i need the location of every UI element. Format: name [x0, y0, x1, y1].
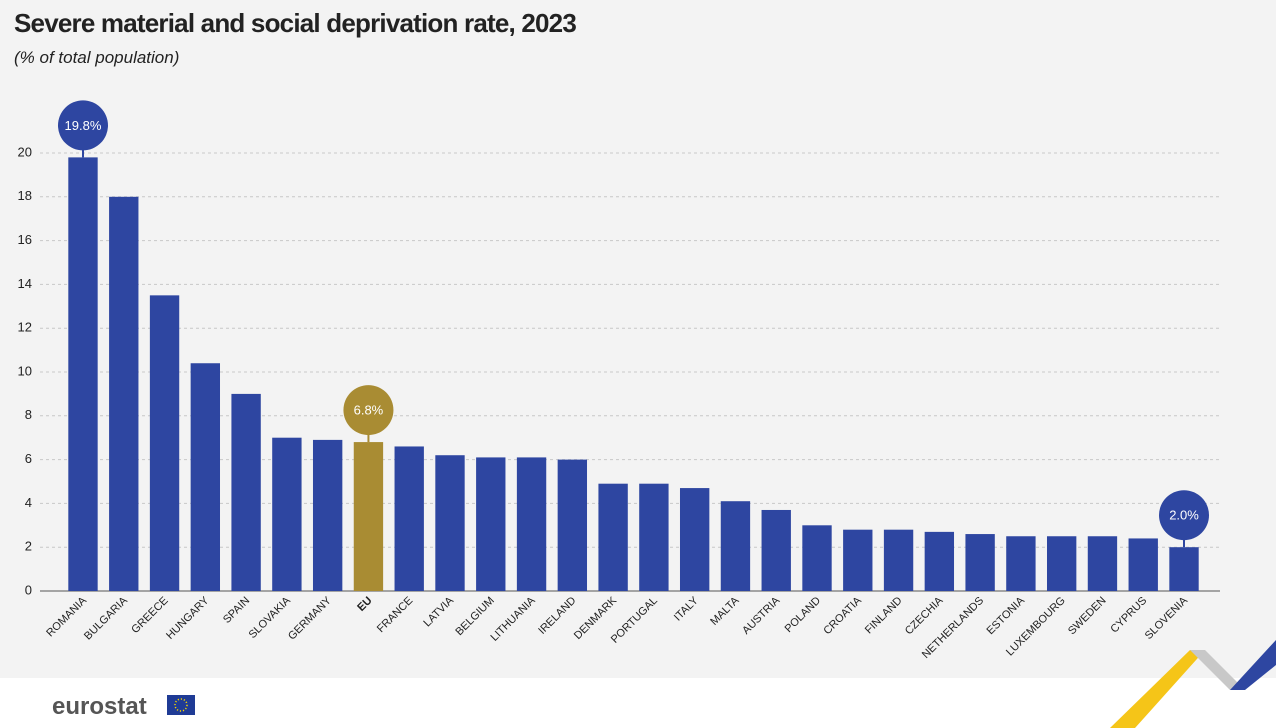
bar	[843, 529, 873, 591]
data-label: 19.8%	[65, 118, 102, 133]
decoration	[1110, 640, 1276, 728]
bar	[312, 439, 343, 591]
logo-text: eurostat	[52, 693, 147, 720]
bar	[1169, 547, 1199, 591]
bar	[965, 534, 995, 591]
chart-title: Severe material and social deprivation r…	[14, 8, 576, 38]
bar	[231, 393, 261, 591]
bar	[761, 509, 791, 591]
bar	[1046, 536, 1077, 591]
bar	[1006, 536, 1036, 591]
label-bubble	[343, 385, 394, 436]
y-tick-label: 4	[25, 495, 32, 510]
bar	[394, 446, 424, 591]
label-bubble	[1159, 490, 1210, 541]
bar	[190, 363, 221, 591]
y-tick-label: 2	[25, 539, 32, 554]
chart-subtitle: (% of total population)	[14, 48, 179, 67]
bar	[516, 457, 547, 591]
bar	[272, 437, 302, 591]
bar	[435, 455, 465, 591]
bar	[598, 483, 628, 591]
bar	[557, 459, 588, 591]
data-label: 2.0%	[1169, 508, 1199, 523]
y-tick-label: 6	[25, 451, 32, 466]
y-tick-label: 16	[18, 232, 32, 247]
bar	[679, 488, 710, 591]
bar	[883, 529, 914, 591]
eu-flag	[167, 695, 195, 715]
bar	[1087, 536, 1118, 591]
y-tick-label: 10	[18, 363, 32, 378]
y-tick-label: 8	[25, 407, 32, 422]
bar	[149, 295, 180, 591]
bar	[924, 531, 955, 591]
y-tick-label: 20	[18, 144, 32, 159]
y-tick-label: 14	[18, 276, 32, 291]
y-tick-label: 0	[25, 582, 32, 597]
y-tick-label: 18	[18, 188, 32, 203]
bar	[109, 196, 139, 592]
bar	[476, 457, 506, 591]
bar	[802, 525, 832, 591]
bar	[1128, 538, 1158, 591]
label-bubble	[57, 100, 108, 151]
data-label: 6.8%	[354, 403, 384, 418]
bar	[68, 157, 98, 591]
bar	[639, 483, 669, 591]
bar	[353, 442, 384, 591]
footer-background	[0, 678, 1276, 728]
y-tick-label: 12	[18, 320, 32, 335]
bar	[720, 501, 751, 591]
